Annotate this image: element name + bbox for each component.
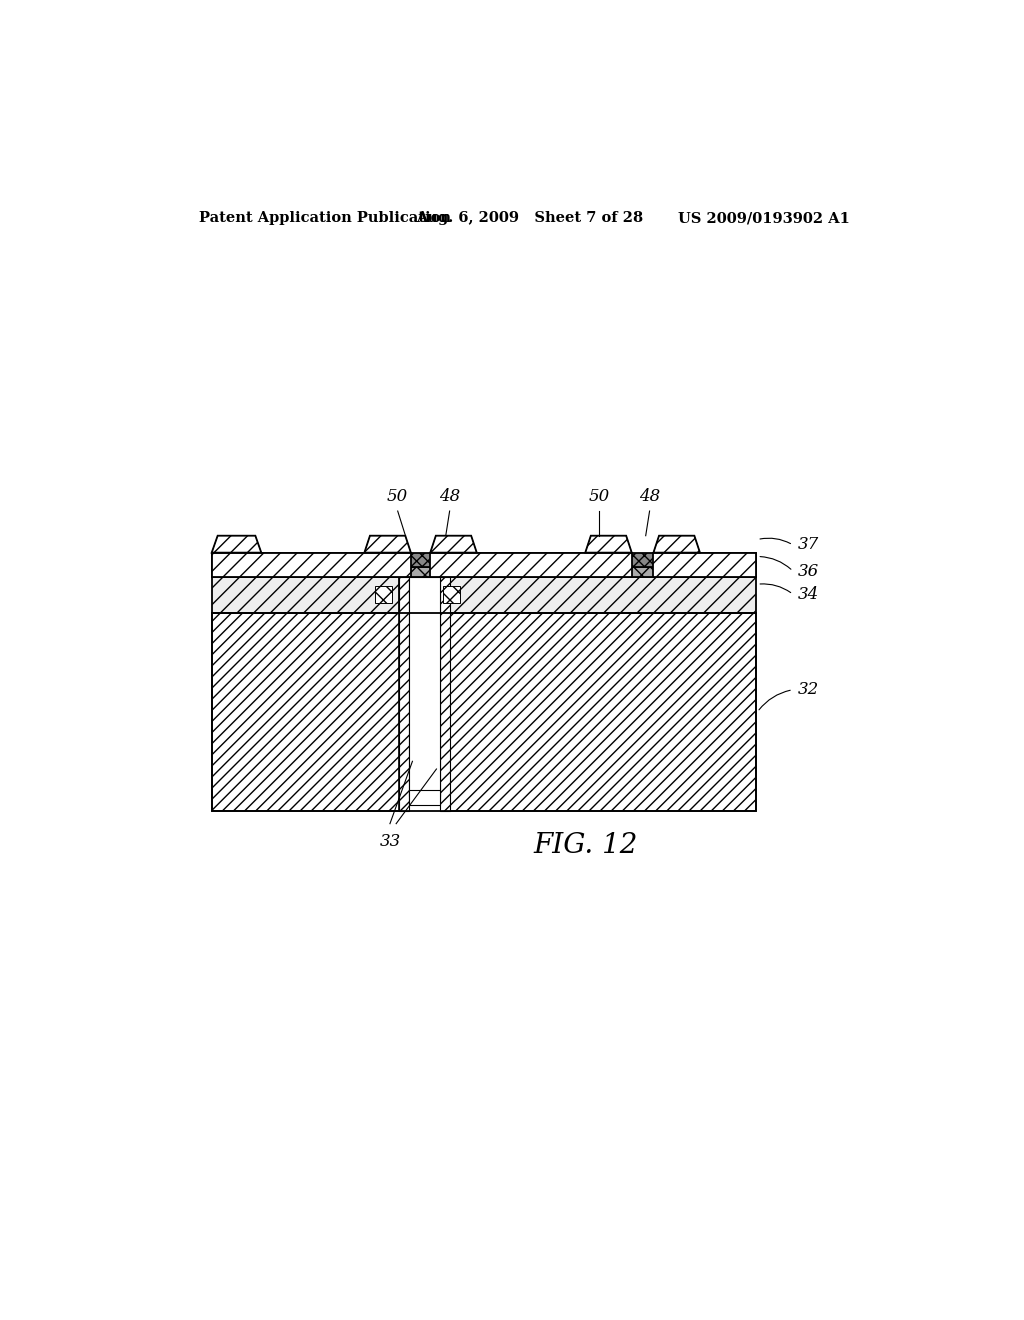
Text: US 2009/0193902 A1: US 2009/0193902 A1 bbox=[678, 211, 850, 226]
Text: Patent Application Publication: Patent Application Publication bbox=[200, 211, 452, 226]
Polygon shape bbox=[365, 536, 411, 553]
Polygon shape bbox=[586, 536, 632, 553]
Bar bbox=[212, 612, 399, 812]
Text: 34: 34 bbox=[798, 586, 819, 603]
Polygon shape bbox=[430, 536, 477, 553]
Text: 36: 36 bbox=[798, 562, 819, 579]
Bar bbox=[430, 553, 632, 577]
Polygon shape bbox=[653, 536, 700, 553]
Text: 48: 48 bbox=[439, 488, 460, 506]
Bar bbox=[443, 586, 461, 603]
Bar bbox=[410, 577, 439, 796]
Bar bbox=[450, 577, 756, 612]
Bar bbox=[212, 553, 411, 577]
Text: Aug. 6, 2009   Sheet 7 of 28: Aug. 6, 2009 Sheet 7 of 28 bbox=[417, 211, 643, 226]
Text: 50: 50 bbox=[589, 488, 610, 506]
Bar bbox=[439, 577, 450, 812]
Bar bbox=[399, 577, 410, 812]
Bar bbox=[212, 612, 756, 812]
Bar bbox=[653, 553, 756, 577]
Bar bbox=[212, 577, 399, 612]
Text: 48: 48 bbox=[639, 488, 660, 506]
Polygon shape bbox=[212, 536, 261, 553]
Text: 50: 50 bbox=[387, 488, 409, 506]
Text: FIG. 12: FIG. 12 bbox=[534, 832, 637, 859]
Bar bbox=[212, 566, 756, 577]
Text: 37: 37 bbox=[798, 536, 819, 553]
Text: 33: 33 bbox=[379, 833, 400, 850]
Bar bbox=[212, 553, 756, 566]
Bar bbox=[375, 586, 392, 603]
Text: 32: 32 bbox=[798, 681, 819, 698]
Bar bbox=[410, 789, 439, 805]
Bar bbox=[450, 612, 756, 812]
